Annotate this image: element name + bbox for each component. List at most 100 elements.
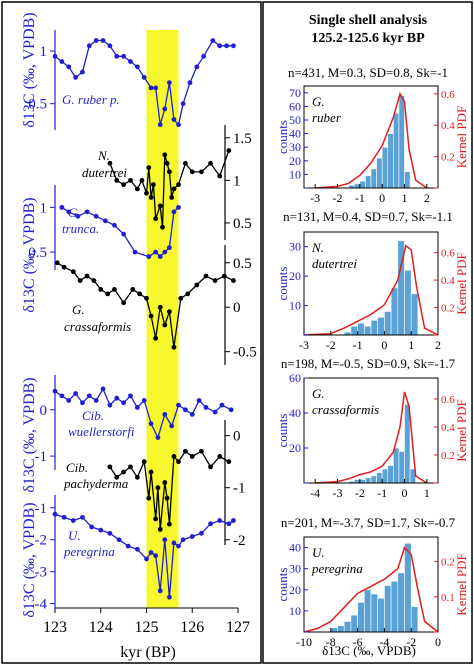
left-x-label: kyr (BP)	[120, 644, 176, 661]
data-point-trunca	[59, 204, 65, 210]
data-point-wuellerstorfi	[169, 423, 175, 429]
data-point-ruber	[121, 53, 127, 59]
y-tick-label-crassaformis: 0	[233, 300, 241, 316]
hist-species-label: crassaformis	[312, 402, 379, 417]
data-point-crassaformis	[171, 344, 177, 350]
data-point-peregrina	[134, 546, 140, 552]
data-point-trunca	[166, 245, 172, 251]
hist-bar	[337, 625, 345, 633]
hist-y-tick-label: 50	[289, 113, 301, 127]
hist-bar	[397, 572, 405, 633]
y-tick-label-pachyderma: -1	[233, 481, 246, 497]
hist-y-tick-label: 30	[289, 562, 301, 576]
data-point-dutertrei	[169, 195, 175, 200]
hist-x-tick-label: -10	[296, 635, 312, 649]
data-point-wuellerstorfi	[107, 402, 113, 408]
hist-species-label: U.	[312, 545, 325, 560]
hist-bar	[370, 475, 377, 484]
data-point-trunca	[132, 249, 138, 255]
hist-counts-label: counts	[275, 414, 290, 448]
data-point-pachyderma	[134, 474, 140, 480]
data-point-ruber	[187, 80, 193, 86]
y-tick-label-crassaformis: 0.5	[233, 256, 252, 272]
data-point-pachyderma	[162, 480, 168, 485]
data-point-pachyderma	[199, 448, 204, 454]
data-point-dutertrei	[176, 182, 181, 188]
data-point-dutertrei	[217, 173, 223, 179]
right-x-label: δ13C (‰, VPDB)	[322, 643, 416, 658]
hist-pdf-label: Kernel PDF	[454, 553, 469, 615]
y-tick-label-dutertrei: 1.5	[233, 131, 252, 147]
y-tick-label-pachyderma: 0	[233, 429, 241, 445]
hist-counts-label: counts	[275, 120, 290, 154]
series-line-trunca	[61, 206, 179, 258]
hist-species-label: G.	[312, 386, 325, 401]
data-point-crassaformis	[221, 273, 227, 279]
ylabel-wuell: δ13C (‰, VPDB)	[21, 377, 38, 492]
data-point-wuellerstorfi	[182, 407, 188, 413]
data-point-ruber	[128, 59, 133, 64]
data-point-ruber	[107, 43, 113, 49]
data-point-dutertrei	[162, 152, 168, 158]
x-tick-label: 126	[180, 619, 204, 636]
data-point-wuellerstorfi	[155, 435, 161, 440]
data-point-dutertrei	[160, 224, 165, 230]
hist-bar	[353, 183, 361, 189]
data-point-dutertrei	[114, 177, 120, 183]
hist-y2-tick-label: 0.1	[441, 592, 455, 604]
data-point-dutertrei	[157, 203, 163, 209]
data-point-trunca	[93, 213, 99, 219]
hist-bar	[357, 602, 365, 633]
hist-pdf-label: Kernel PDF	[454, 399, 469, 461]
data-point-ruber	[52, 53, 58, 59]
data-point-crassaformis	[162, 322, 168, 328]
data-point-peregrina	[180, 537, 186, 543]
data-point-crassaformis	[121, 300, 127, 306]
data-point-wuellerstorfi	[66, 398, 72, 403]
data-point-dutertrei	[128, 177, 133, 183]
hist-bar	[370, 319, 378, 336]
y-tick-label-trunca: 1	[40, 200, 48, 216]
data-point-peregrina	[189, 534, 195, 539]
x-tick-label: 125	[135, 619, 159, 636]
data-point-crassaformis	[98, 287, 104, 292]
hist-y2-tick-label: 0.2	[441, 557, 455, 569]
data-point-ruber	[162, 106, 168, 112]
data-point-wuellerstorfi	[212, 409, 218, 415]
hist-bar	[365, 175, 372, 189]
data-point-pachyderma	[226, 459, 232, 465]
data-point-crassaformis	[185, 291, 191, 297]
data-point-crassaformis	[84, 273, 90, 279]
data-point-wuellerstorfi	[52, 388, 58, 394]
hist-x-tick-label: 1	[408, 338, 414, 352]
data-point-dutertrei	[226, 148, 232, 153]
hist-y2-tick-label: 0.4	[441, 120, 455, 132]
species-dutertrei-2: dutertrei	[82, 165, 127, 180]
data-point-trunca	[75, 213, 81, 219]
hist-bar	[384, 311, 392, 336]
data-point-ruber	[194, 64, 200, 70]
hist-bar	[410, 293, 419, 336]
data-point-ruber	[66, 64, 72, 70]
hist-x-tick-label: -3	[310, 191, 320, 205]
species-wuell-1: Cib.	[82, 408, 104, 423]
hist-x-tick-label: 1	[424, 486, 430, 500]
stats-crassa: n=198, M=-0.5, SD=0.9, Sk=-1.7	[281, 356, 456, 371]
hist-y2-tick-label: 0.4	[441, 275, 455, 287]
hist-x-tick-label: 1	[402, 191, 408, 205]
hist-bar	[350, 614, 358, 633]
data-point-peregrina	[116, 537, 122, 543]
hist-x-tick-label: -2	[406, 635, 416, 649]
data-point-pachyderma	[189, 454, 195, 459]
data-point-crassaformis	[70, 269, 76, 275]
x-tick-label: 127	[226, 619, 250, 636]
data-point-wuellerstorfi	[176, 402, 181, 408]
data-point-dutertrei	[148, 195, 154, 200]
data-point-crassaformis	[77, 278, 83, 283]
hist-x-tick-label: -2	[326, 338, 336, 352]
left-series	[52, 38, 236, 600]
hist-y2-tick-label: 0.4	[441, 422, 455, 434]
data-point-peregrina	[70, 518, 76, 523]
data-point-trunca	[84, 209, 90, 215]
